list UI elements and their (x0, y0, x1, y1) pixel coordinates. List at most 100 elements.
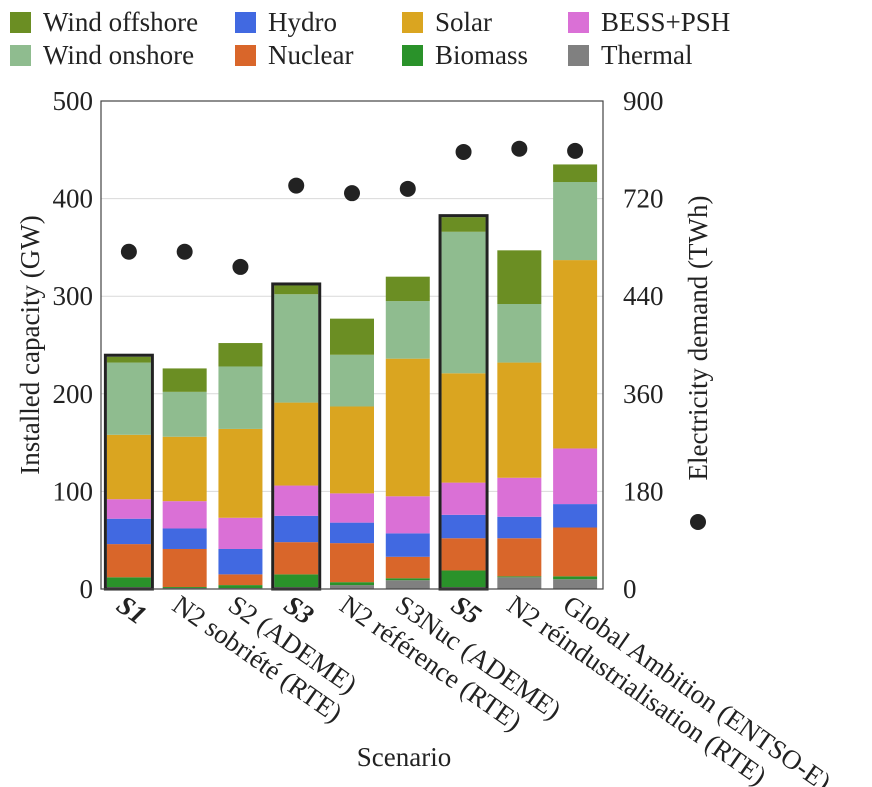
bar-segment-biomass (497, 576, 542, 578)
y-tick-label: 500 (53, 86, 94, 116)
bar-segment-bess-psh (385, 496, 430, 534)
bar-segment-wind-onshore (441, 231, 486, 374)
x-tick-label: S1 (111, 589, 152, 630)
bar-segment-bess-psh (162, 501, 207, 529)
bar-segment-hydro (553, 504, 598, 528)
bar-segment-bess-psh (497, 477, 542, 517)
y2-tick-label: 0 (623, 574, 637, 604)
legend-swatch-wind-onshore (10, 44, 31, 66)
bar-stack-n2-reference-rte (330, 318, 374, 589)
legend-label-bess-psh: BESS+PSH (601, 7, 731, 37)
y2-tick-label: 900 (623, 86, 664, 116)
legend-label-biomass: Biomass (435, 40, 529, 70)
bar-segment-wind-onshore (497, 304, 542, 363)
demand-point (455, 143, 472, 160)
legend: Wind offshore Hydro Solar BESS+PSH Wind … (10, 6, 870, 76)
bar-segment-solar (497, 362, 542, 478)
demand-point (399, 180, 416, 197)
y2-axis-label-text: Electricity demand (TWh) (683, 196, 713, 481)
bar-stacks (106, 164, 598, 589)
legend-swatch-solar (402, 11, 423, 33)
bar-segment-solar (274, 402, 319, 486)
legend-label-thermal: Thermal (601, 40, 693, 70)
y-tick-label: 100 (53, 476, 94, 506)
bar-stack-s1 (106, 356, 151, 589)
demand-point (232, 258, 249, 275)
legend-label-wind-onshore: Wind onshore (43, 40, 195, 70)
bar-segment-bess-psh (218, 517, 263, 549)
y-tick-label: 200 (53, 379, 94, 409)
bar-stack-global-ambition-entso-e (553, 164, 598, 589)
bar-segment-nuclear (553, 527, 598, 577)
legend-label-solar: Solar (435, 7, 492, 37)
y2-tick-label: 180 (623, 476, 664, 506)
bar-segment-wind-onshore (330, 354, 374, 407)
bar-segment-solar (553, 260, 598, 449)
demand-points (120, 140, 584, 275)
bar-segment-bess-psh (553, 448, 598, 505)
bar-segment-nuclear (218, 574, 263, 586)
demand-point (567, 142, 584, 159)
demand-point (344, 185, 360, 202)
bar-segment-wind-onshore (274, 294, 319, 403)
x-axis-label: Scenario (357, 742, 451, 772)
bar-segment-hydro (385, 533, 430, 557)
bar-segment-wind-offshore (106, 356, 151, 363)
bar-segment-biomass (162, 587, 207, 589)
y2-tick-label: 720 (623, 184, 664, 214)
bar-segment-hydro (330, 522, 374, 544)
bar-segment-wind-offshore (441, 217, 486, 232)
bar-segment-solar (330, 406, 374, 494)
bar-stack-s5 (441, 217, 486, 589)
bar-stack-s2-ademe (218, 343, 263, 589)
legend-swatch-biomass (402, 44, 423, 66)
legend-swatch-thermal (568, 44, 589, 66)
bar-segment-bess-psh (330, 493, 374, 523)
bar-segment-nuclear (162, 548, 207, 588)
bar-segment-solar (106, 434, 151, 500)
legend-item-bess-psh: BESS+PSH (568, 6, 730, 38)
legend-item-biomass: Biomass (402, 39, 528, 71)
y2-legend-marker (690, 514, 706, 530)
bar-segment-wind-offshore (385, 276, 430, 302)
bar-stack-s3 (274, 285, 319, 589)
bar-segment-nuclear (274, 542, 319, 575)
bar-segment-thermal (385, 580, 430, 589)
bar-segment-wind-offshore (218, 343, 263, 367)
y2-axis-ticks: 0 180 360 440 720 900 (623, 86, 664, 604)
x-tick-label: Global Ambition (ENTSO-E) (558, 589, 837, 787)
bar-segment-thermal (553, 579, 598, 589)
bar-segment-bess-psh (274, 485, 319, 516)
legend-swatch-nuclear (235, 44, 256, 66)
bar-segment-hydro (441, 514, 486, 539)
bar-segment-wind-offshore (330, 318, 374, 355)
legend-item-wind-onshore: Wind onshore (10, 39, 194, 71)
legend-item-nuclear: Nuclear (235, 39, 353, 71)
legend-swatch-bess-psh (568, 11, 589, 33)
bar-segment-wind-offshore (497, 250, 542, 305)
legend-label-nuclear: Nuclear (268, 40, 354, 70)
bar-segment-bess-psh (106, 499, 151, 519)
bar-segment-biomass (218, 585, 263, 589)
bar-segment-wind-offshore (274, 285, 319, 295)
bar-segment-wind-onshore (106, 362, 151, 435)
bar-segment-solar (441, 373, 486, 483)
bar-segment-solar (162, 436, 207, 502)
bar-segment-bess-psh (441, 482, 486, 515)
bar-segment-wind-onshore (385, 301, 430, 359)
bar-segment-biomass (385, 578, 430, 581)
legend-item-hydro: Hydro (235, 6, 337, 38)
bar-stack-s3nuc-ademe (385, 276, 430, 589)
bar-segment-wind-offshore (162, 368, 207, 392)
legend-item-solar: Solar (402, 6, 492, 38)
y2-tick-label: 440 (623, 281, 664, 311)
bar-segment-biomass (274, 574, 319, 588)
demand-point (120, 243, 137, 260)
bar-segment-wind-onshore (162, 391, 207, 437)
y-tick-label: 300 (53, 281, 94, 311)
demand-point (176, 243, 193, 260)
legend-swatch-hydro (235, 11, 256, 33)
legend-item-wind-offshore: Wind offshore (10, 6, 198, 38)
legend-label-wind-offshore: Wind offshore (43, 7, 199, 37)
